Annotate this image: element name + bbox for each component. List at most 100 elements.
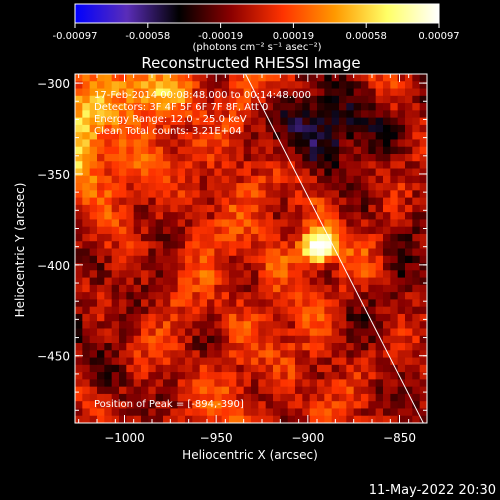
heatmap-cell bbox=[324, 306, 333, 315]
heatmap-cell bbox=[324, 74, 333, 82]
heatmap-cell bbox=[419, 393, 427, 402]
heatmap-cell bbox=[346, 284, 355, 293]
heatmap-cell bbox=[258, 292, 267, 300]
heatmap-cell bbox=[346, 415, 355, 423]
heatmap-cell bbox=[302, 153, 311, 162]
heatmap-cell bbox=[390, 219, 399, 228]
heatmap-cell bbox=[207, 364, 215, 373]
heatmap-cell bbox=[375, 292, 384, 300]
heatmap-cell bbox=[133, 74, 142, 82]
heatmap-cell bbox=[273, 401, 281, 409]
heatmap-cell bbox=[353, 103, 362, 111]
heatmap-cell bbox=[199, 132, 208, 140]
heatmap-cell bbox=[331, 321, 340, 329]
heatmap-cell bbox=[141, 386, 149, 395]
heatmap-cell bbox=[405, 81, 413, 89]
heatmap-cell bbox=[346, 146, 355, 155]
heatmap-cell bbox=[258, 350, 267, 358]
heatmap-cell bbox=[383, 197, 391, 206]
heatmap-cell bbox=[317, 335, 325, 344]
heatmap-cell bbox=[221, 386, 230, 395]
heatmap-cell bbox=[214, 277, 223, 286]
heatmap-cell bbox=[375, 306, 384, 315]
heatmap-cell bbox=[185, 313, 193, 322]
heatmap-cell bbox=[243, 233, 252, 242]
heatmap-cell bbox=[82, 226, 91, 235]
heatmap-cell bbox=[170, 81, 179, 89]
heatmap-cell bbox=[243, 335, 252, 344]
heatmap-cell bbox=[236, 350, 245, 358]
heatmap-cell bbox=[265, 328, 274, 337]
heatmap-cell bbox=[192, 183, 201, 191]
heatmap-cell bbox=[383, 88, 391, 97]
heatmap-cell bbox=[265, 335, 274, 344]
heatmap-cell bbox=[317, 408, 325, 417]
heatmap-cell bbox=[419, 408, 427, 417]
heatmap-cell bbox=[243, 95, 252, 104]
heatmap-cell bbox=[331, 299, 340, 308]
heatmap-cell bbox=[412, 183, 421, 191]
heatmap-cell bbox=[405, 393, 413, 402]
heatmap-cell bbox=[302, 393, 311, 402]
heatmap-cell bbox=[199, 190, 208, 198]
heatmap-cell bbox=[302, 372, 311, 380]
heatmap-cell bbox=[412, 153, 421, 162]
heatmap-cell bbox=[419, 263, 427, 271]
heatmap-cell bbox=[346, 81, 355, 89]
heatmap-cell bbox=[419, 183, 427, 191]
heatmap-cell bbox=[229, 379, 237, 388]
heatmap-cell bbox=[221, 343, 230, 351]
heatmap-cell bbox=[258, 168, 267, 177]
heatmap-cell bbox=[397, 95, 406, 104]
heatmap-cell bbox=[155, 270, 164, 278]
heatmap-cell bbox=[361, 321, 369, 329]
heatmap-cell bbox=[192, 190, 201, 198]
heatmap-cell bbox=[104, 364, 113, 373]
heatmap-cell bbox=[133, 95, 142, 104]
heatmap-cell bbox=[390, 81, 399, 89]
heatmap-cell bbox=[331, 110, 340, 119]
heatmap-cell bbox=[243, 415, 252, 423]
annotation-line: 17-Feb-2014 00:08:48.000 to 00:14:48.000 bbox=[94, 90, 311, 101]
heatmap-cell bbox=[405, 110, 413, 119]
heatmap-cell bbox=[163, 350, 171, 358]
heatmap-cell bbox=[229, 364, 237, 373]
heatmap-cell bbox=[324, 117, 333, 126]
heatmap-cell bbox=[82, 379, 91, 388]
heatmap-cell bbox=[317, 117, 325, 126]
y-tick-label: −450 bbox=[37, 350, 70, 364]
heatmap-cell bbox=[207, 139, 215, 148]
heatmap-cell bbox=[412, 248, 421, 257]
heatmap-cell bbox=[258, 321, 267, 329]
heatmap-cell bbox=[207, 168, 215, 177]
heatmap-cell bbox=[295, 81, 303, 89]
heatmap-cell bbox=[199, 124, 208, 133]
heatmap-cell bbox=[214, 350, 223, 358]
heatmap-cell bbox=[192, 226, 201, 235]
heatmap-cell bbox=[390, 255, 399, 264]
heatmap-cell bbox=[302, 219, 311, 228]
heatmap-cell bbox=[419, 212, 427, 220]
heatmap-cell bbox=[324, 408, 333, 417]
heatmap-cell bbox=[346, 139, 355, 148]
heatmap-cell bbox=[133, 197, 142, 206]
heatmap-cell bbox=[251, 292, 259, 300]
heatmap-cell bbox=[243, 379, 252, 388]
heatmap-cell bbox=[163, 139, 171, 148]
heatmap-cell bbox=[339, 103, 347, 111]
heatmap-cell bbox=[353, 306, 362, 315]
heatmap-cell bbox=[258, 190, 267, 198]
heatmap-cell bbox=[397, 372, 406, 380]
heatmap-cell bbox=[243, 146, 252, 155]
heatmap-cell bbox=[309, 212, 318, 220]
heatmap-cell bbox=[82, 161, 91, 169]
heatmap-cell bbox=[192, 386, 201, 395]
heatmap-cell bbox=[302, 233, 311, 242]
heatmap-cell bbox=[207, 306, 215, 315]
heatmap-cell bbox=[295, 161, 303, 169]
heatmap-cell bbox=[346, 270, 355, 278]
heatmap-cell bbox=[155, 139, 164, 148]
heatmap-cell bbox=[229, 139, 237, 148]
heatmap-cell bbox=[258, 263, 267, 271]
heatmap-cell bbox=[346, 175, 355, 184]
